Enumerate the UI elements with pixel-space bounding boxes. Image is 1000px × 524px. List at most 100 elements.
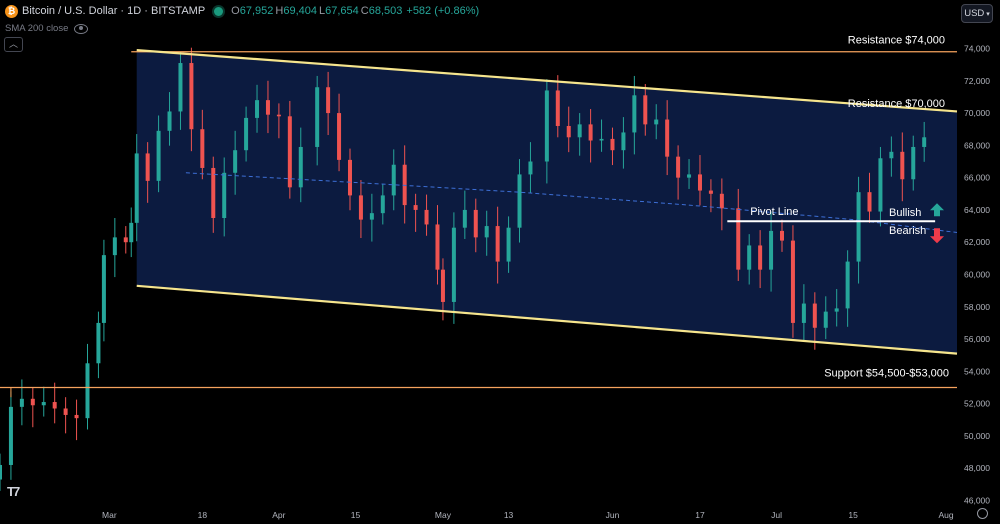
candle[interactable] — [528, 142, 533, 193]
channel-upper-line[interactable] — [136, 49, 958, 113]
indicator-legend[interactable]: SMA 200 close — [5, 23, 89, 34]
candle[interactable] — [610, 127, 615, 166]
candle[interactable] — [621, 117, 626, 169]
candle[interactable] — [878, 146, 883, 227]
candle[interactable] — [506, 216, 511, 273]
currency-selector[interactable]: USD ▾ — [961, 4, 993, 23]
tradingview-logo-icon[interactable]: T7 — [7, 484, 20, 499]
candle[interactable] — [719, 178, 724, 231]
candle[interactable] — [544, 79, 549, 184]
candle[interactable] — [74, 399, 79, 441]
candle[interactable] — [96, 311, 101, 379]
candle[interactable] — [473, 198, 478, 253]
candle[interactable] — [922, 121, 927, 162]
candle[interactable] — [867, 172, 872, 223]
candle[interactable] — [823, 296, 828, 340]
candle[interactable] — [200, 109, 205, 180]
candle[interactable] — [167, 92, 172, 146]
price-axis[interactable]: 46,000 48,000 50,000 52,000 54,000 56,000 58,0… — [958, 0, 1000, 524]
candle[interactable] — [697, 155, 702, 206]
candle[interactable] — [30, 387, 35, 428]
candle[interactable] — [747, 234, 752, 285]
candle[interactable] — [112, 218, 117, 278]
candle[interactable] — [599, 119, 604, 152]
candle[interactable] — [145, 142, 150, 203]
candle[interactable] — [255, 84, 260, 133]
ohlc-close-key: C — [360, 5, 369, 17]
candle[interactable] — [462, 190, 467, 239]
time-axis[interactable]: Mar 18 Apr 15 May 13 Jun 17 Jul 15 Aug — [102, 510, 954, 520]
gear-icon[interactable] — [977, 508, 988, 519]
candle[interactable] — [790, 225, 795, 338]
candle[interactable] — [347, 148, 352, 211]
candle[interactable] — [435, 205, 440, 285]
candle[interactable] — [643, 84, 648, 136]
candle[interactable] — [834, 289, 839, 327]
candle[interactable] — [495, 206, 500, 284]
candle[interactable] — [85, 343, 90, 430]
candle[interactable] — [156, 115, 161, 193]
candle[interactable] — [665, 100, 670, 176]
candle[interactable] — [178, 51, 183, 130]
candle[interactable] — [315, 75, 320, 166]
candle[interactable] — [123, 226, 128, 254]
candle[interactable] — [369, 193, 374, 242]
candle[interactable] — [129, 207, 134, 258]
candle[interactable] — [484, 210, 489, 256]
candle-body — [358, 195, 363, 220]
candle[interactable] — [555, 75, 560, 138]
candle[interactable] — [298, 127, 303, 203]
candle[interactable] — [402, 145, 407, 224]
eye-icon[interactable] — [74, 23, 89, 34]
candle[interactable] — [900, 132, 905, 202]
candle-body — [856, 192, 861, 262]
candle[interactable] — [276, 103, 281, 139]
candle[interactable] — [233, 130, 238, 195]
candle[interactable] — [780, 219, 785, 252]
candle[interactable] — [736, 188, 741, 281]
candle[interactable] — [566, 106, 571, 153]
candle[interactable] — [101, 239, 106, 342]
candle[interactable] — [8, 391, 13, 480]
candle[interactable] — [52, 382, 57, 424]
candle[interactable] — [856, 176, 861, 284]
candle[interactable] — [911, 135, 916, 191]
candle[interactable] — [63, 397, 68, 434]
candle[interactable] — [632, 75, 637, 155]
candle[interactable] — [687, 159, 692, 189]
candle[interactable] — [358, 180, 363, 239]
candle[interactable] — [244, 106, 249, 162]
candle[interactable] — [222, 157, 227, 237]
candle[interactable] — [845, 250, 850, 327]
candle[interactable] — [337, 93, 342, 172]
candle[interactable] — [769, 211, 774, 292]
candle[interactable] — [577, 113, 582, 156]
symbol-title[interactable]: Bitcoin / U.S. Dollar · 1D · BITSTAMP — [22, 5, 206, 17]
candle[interactable] — [0, 453, 2, 491]
candle[interactable] — [413, 193, 418, 232]
candle[interactable] — [812, 292, 817, 350]
candle[interactable] — [391, 149, 396, 211]
collapse-legend-button[interactable]: ︿ — [4, 37, 23, 52]
candle[interactable] — [265, 80, 270, 134]
candle[interactable] — [588, 109, 593, 163]
candle[interactable] — [758, 230, 763, 289]
candle[interactable] — [211, 156, 216, 233]
channel-lower-line[interactable] — [136, 284, 958, 355]
candle[interactable] — [380, 184, 385, 225]
candle[interactable] — [134, 134, 139, 242]
candle[interactable] — [189, 47, 194, 152]
candle[interactable] — [676, 145, 681, 200]
candle[interactable] — [424, 194, 429, 236]
candle[interactable] — [654, 104, 659, 140]
candle[interactable] — [326, 71, 331, 136]
candle[interactable] — [41, 386, 46, 417]
indicator-label[interactable]: SMA 200 close — [5, 23, 69, 34]
candle[interactable] — [517, 159, 522, 243]
candle[interactable] — [801, 284, 806, 342]
candle[interactable] — [451, 212, 456, 324]
candle[interactable] — [287, 100, 292, 199]
candle[interactable] — [889, 136, 894, 177]
